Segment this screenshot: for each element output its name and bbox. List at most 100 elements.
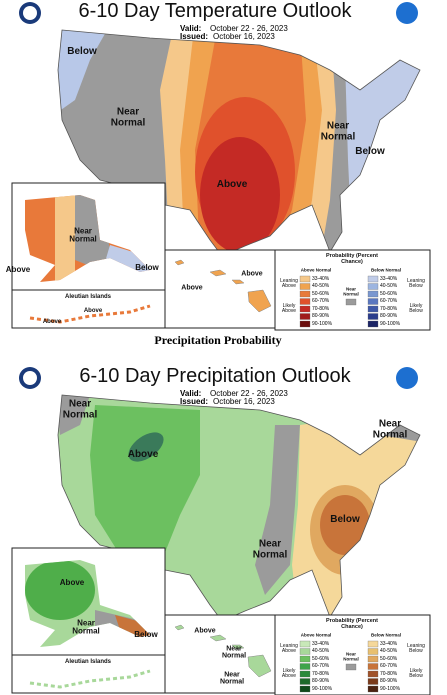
legend-swatch [299,283,311,290]
alaska-label: Below [134,629,158,639]
us-shading [58,30,420,256]
hawaii-label: Near Normal [219,671,245,686]
alaska-label: Near Normal [72,618,100,636]
valid-label: Valid: [180,24,202,33]
region-label: Near Normal [252,538,288,560]
legend-percent: 70-80% [380,670,398,677]
issued-label: Issued: [180,32,209,41]
map-title: 6-10 Day Temperature Outlook [78,0,352,22]
legend-swatch [299,655,311,663]
legend-percent: 90-100% [380,320,401,327]
legend-percent: 80-90% [312,313,330,319]
legend-header: Above Normal [300,267,332,273]
legend-text: Leaning Below [407,642,425,654]
legend-percent: 50-60% [380,290,398,297]
legend-percent: 33-40% [312,640,330,647]
legend-swatch [345,663,357,671]
legend-swatch [299,320,311,328]
legend-percent: 40-50% [380,283,398,289]
legend-percent: 60-70% [312,298,330,304]
legend-swatch [299,640,311,648]
legend-percent: 60-70% [380,663,398,669]
logo [23,6,37,20]
map-title: 6-10 Day Precipitation Outlook [79,365,351,387]
legend-swatch [345,298,357,306]
issued-date: October 16, 2023 [213,32,275,41]
legend-swatch [367,320,379,328]
legend-title: Probability (Percent Chance) [326,253,378,265]
alaska-label: Near Normal [69,226,97,244]
legend-percent: 90-100% [380,685,401,692]
legend-percent: 33-40% [312,275,330,282]
legend-swatch [299,313,311,320]
legend-percent: 60-70% [380,298,398,304]
legend-percent: 50-60% [312,655,330,662]
legend-swatch [299,678,311,685]
legend-swatch [367,283,379,290]
region-label: Below [330,513,360,525]
region-label: Near Normal [110,106,146,128]
legend-percent: 40-50% [312,283,330,289]
legend-percent: 40-50% [312,648,330,654]
issued-label: Issued: [180,397,209,406]
legend-swatch [299,290,311,298]
legend-percent: 70-80% [312,305,330,312]
legend-text: Near Normal [343,286,359,296]
legend-text: Likely Above [281,302,297,314]
hawaii-label: Above [181,284,203,292]
region-label: Above [216,178,248,190]
alaska-label: Above [59,577,85,587]
region-label: Near Normal [372,418,408,440]
legend-title: Probability (Percent Chance) [326,618,378,630]
legend-swatch [367,290,379,298]
legend-swatch [367,275,379,283]
legend-swatch [367,678,379,685]
legend-percent: 33-40% [380,275,398,282]
legend-percent: 33-40% [380,640,398,647]
hawaii-label: Near Normal [221,645,247,660]
hawaii-inset [164,614,286,694]
region-label: Below [67,45,97,57]
legend-header: Below Normal [370,267,402,273]
legend-percent: 50-60% [312,290,330,297]
legend-swatch [367,313,379,320]
hawaii-islands [174,624,272,678]
legend-swatch [299,305,311,313]
legend-swatch [299,663,311,670]
logo [396,367,418,389]
legend-header: Above Normal [300,632,332,638]
aleutian-title: Aleutian Islands [64,293,112,300]
temperature-map [11,2,431,331]
legend-percent: 40-50% [380,648,398,654]
legend-header: Below Normal [370,632,402,638]
legend-text: Near Normal [343,651,359,661]
legend-swatch [367,663,379,670]
legend-text: Likely Above [281,667,297,679]
legend-swatch [367,305,379,313]
section-heading: Precipitation Probability [154,333,282,347]
region-label: Near Normal [62,398,98,420]
issued-date: October 16, 2023 [213,397,275,406]
legend-percent: 50-60% [380,655,398,662]
legend-text: Likely Below [409,667,423,679]
legend-swatch [367,648,379,655]
legend-swatch [299,670,311,678]
aleutian-inset [11,654,166,694]
region-label: Near Normal [320,120,356,142]
legend-percent: 90-100% [312,320,333,327]
legend-swatch [367,685,379,693]
hawaii-islands [174,259,272,313]
hawaii-label: Above [194,627,216,635]
legend-swatch [299,298,311,305]
valid-dates: October 22 - 26, 2023 [210,24,288,33]
legend-text: Leaning Above [280,642,298,654]
legend-swatch [367,670,379,678]
legend-percent: 70-80% [380,305,398,312]
alaska-label: Above [5,264,31,274]
legend-swatch [367,655,379,663]
legend-swatch [299,648,311,655]
legend-text: Leaning Below [407,277,425,289]
valid-label: Valid: [180,389,202,398]
